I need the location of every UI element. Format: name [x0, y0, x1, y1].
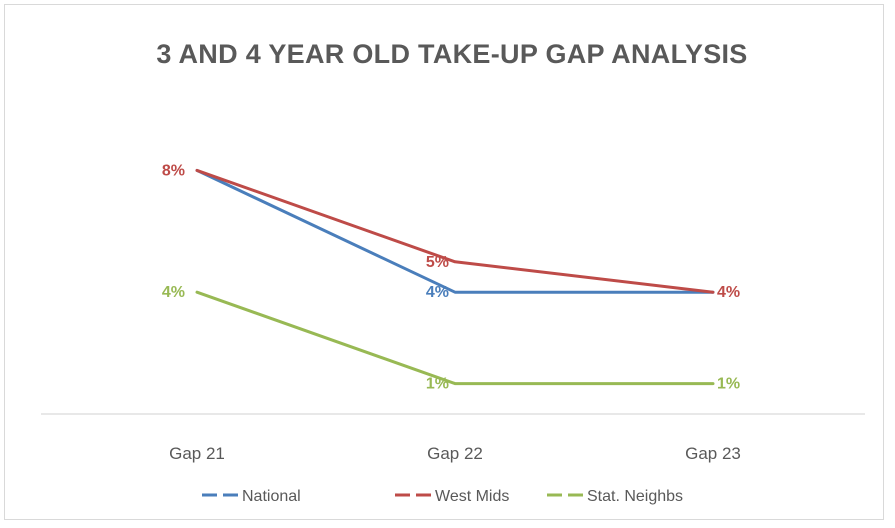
series-line-west-mids	[195, 168, 715, 294]
x-tick-label: Gap 22	[427, 444, 483, 463]
data-label: 4%	[717, 284, 740, 301]
series-lines	[195, 168, 715, 386]
legend-item: Stat. Neighbs	[547, 488, 683, 505]
legend-label: West Mids	[435, 488, 509, 505]
legend-item: National	[202, 488, 301, 505]
series-line-stat-neighbs	[195, 290, 715, 386]
data-label: 5%	[426, 254, 449, 271]
data-label: 4%	[426, 284, 449, 301]
legend: National West Mids Stat. Neighbs	[202, 488, 683, 505]
legend-item: West Mids	[395, 488, 509, 505]
data-labels: 4% 8% 5% 4% 4% 1% 1%	[162, 162, 740, 392]
chart-frame: 3 AND 4 YEAR OLD TAKE-UP GAP ANALYSIS Ga…	[4, 4, 884, 520]
data-label: 1%	[426, 376, 449, 393]
data-label: 4%	[162, 284, 185, 301]
series-line-national	[195, 168, 715, 294]
legend-label: National	[242, 488, 301, 505]
data-label: 1%	[717, 376, 740, 393]
x-tick-label: Gap 23	[685, 444, 741, 463]
legend-label: Stat. Neighbs	[587, 488, 683, 505]
line-chart: 3 AND 4 YEAR OLD TAKE-UP GAP ANALYSIS Ga…	[41, 39, 865, 505]
x-tick-label: Gap 21	[169, 444, 225, 463]
x-axis-ticks: Gap 21 Gap 22 Gap 23	[169, 444, 741, 463]
chart-title: 3 AND 4 YEAR OLD TAKE-UP GAP ANALYSIS	[156, 39, 747, 69]
data-label: 8%	[162, 162, 185, 179]
